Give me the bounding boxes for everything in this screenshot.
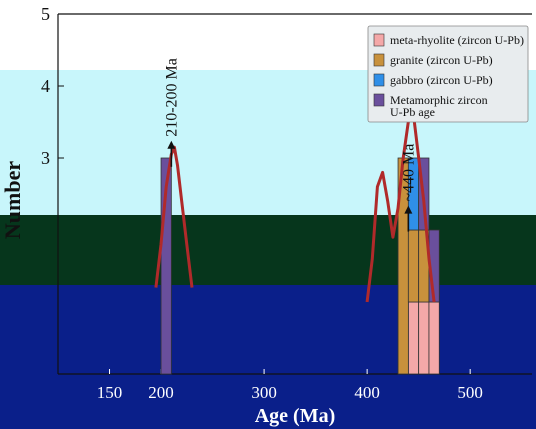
- background-band-blue: [0, 285, 536, 429]
- legend-swatch: [373, 53, 385, 67]
- legend-box: [367, 25, 529, 123]
- x-tick-label: 500: [457, 383, 483, 402]
- histogram-bar-0: [407, 301, 420, 375]
- annotation-label: ~440 Ma: [400, 144, 417, 202]
- histogram-bar-1: [407, 229, 420, 303]
- legend-label-line: Metamorphic zircon: [390, 93, 488, 107]
- curve-layer: [154, 113, 436, 303]
- histogram-bar-0: [428, 301, 440, 375]
- histogram-bar-0: [418, 301, 430, 375]
- bars-layer: [160, 157, 440, 375]
- annotation-label: 210-200 Ma: [163, 58, 180, 137]
- y-tick-label: 4: [41, 76, 50, 96]
- x-tick-label: 300: [251, 383, 277, 402]
- annotations-layer: 210-200 Ma ~440 Ma: [163, 58, 417, 232]
- annotation-arrow-head: [167, 140, 176, 149]
- legend-swatch: [373, 73, 385, 87]
- x-axis-title: Age (Ma): [255, 405, 336, 427]
- legend-label: granite (zircon U-Pb): [390, 53, 493, 67]
- legend-swatch: [373, 33, 385, 47]
- histogram-bar-3: [160, 157, 172, 375]
- x-tick-label: 200: [148, 383, 174, 402]
- axis-labels-layer: Number Age (Ma): [0, 161, 335, 427]
- background-band-dark-green: [0, 215, 536, 285]
- legend-label: Metamorphic zircon U-Pb age: [390, 93, 488, 119]
- y-tick-label: 5: [41, 4, 50, 24]
- axes-layer: 3 4 5 150 200 300 400 500: [41, 4, 532, 402]
- legend-label: gabbro (zircon U-Pb): [390, 73, 493, 87]
- y-axis-title: Number: [0, 161, 25, 239]
- legend-label: meta-rhyolite (zircon U-Pb): [390, 33, 524, 47]
- y-tick-label: 3: [41, 148, 50, 168]
- legend-label-line: U-Pb age: [390, 105, 435, 119]
- annotation-arrow-head: [404, 205, 413, 214]
- x-tick-label: 150: [97, 383, 123, 402]
- x-tick-label: 400: [354, 383, 380, 402]
- density-curve-segment: [365, 113, 436, 303]
- legend: meta-rhyolite (zircon U-Pb) granite (zirc…: [367, 25, 529, 123]
- legend-swatch: [373, 93, 385, 107]
